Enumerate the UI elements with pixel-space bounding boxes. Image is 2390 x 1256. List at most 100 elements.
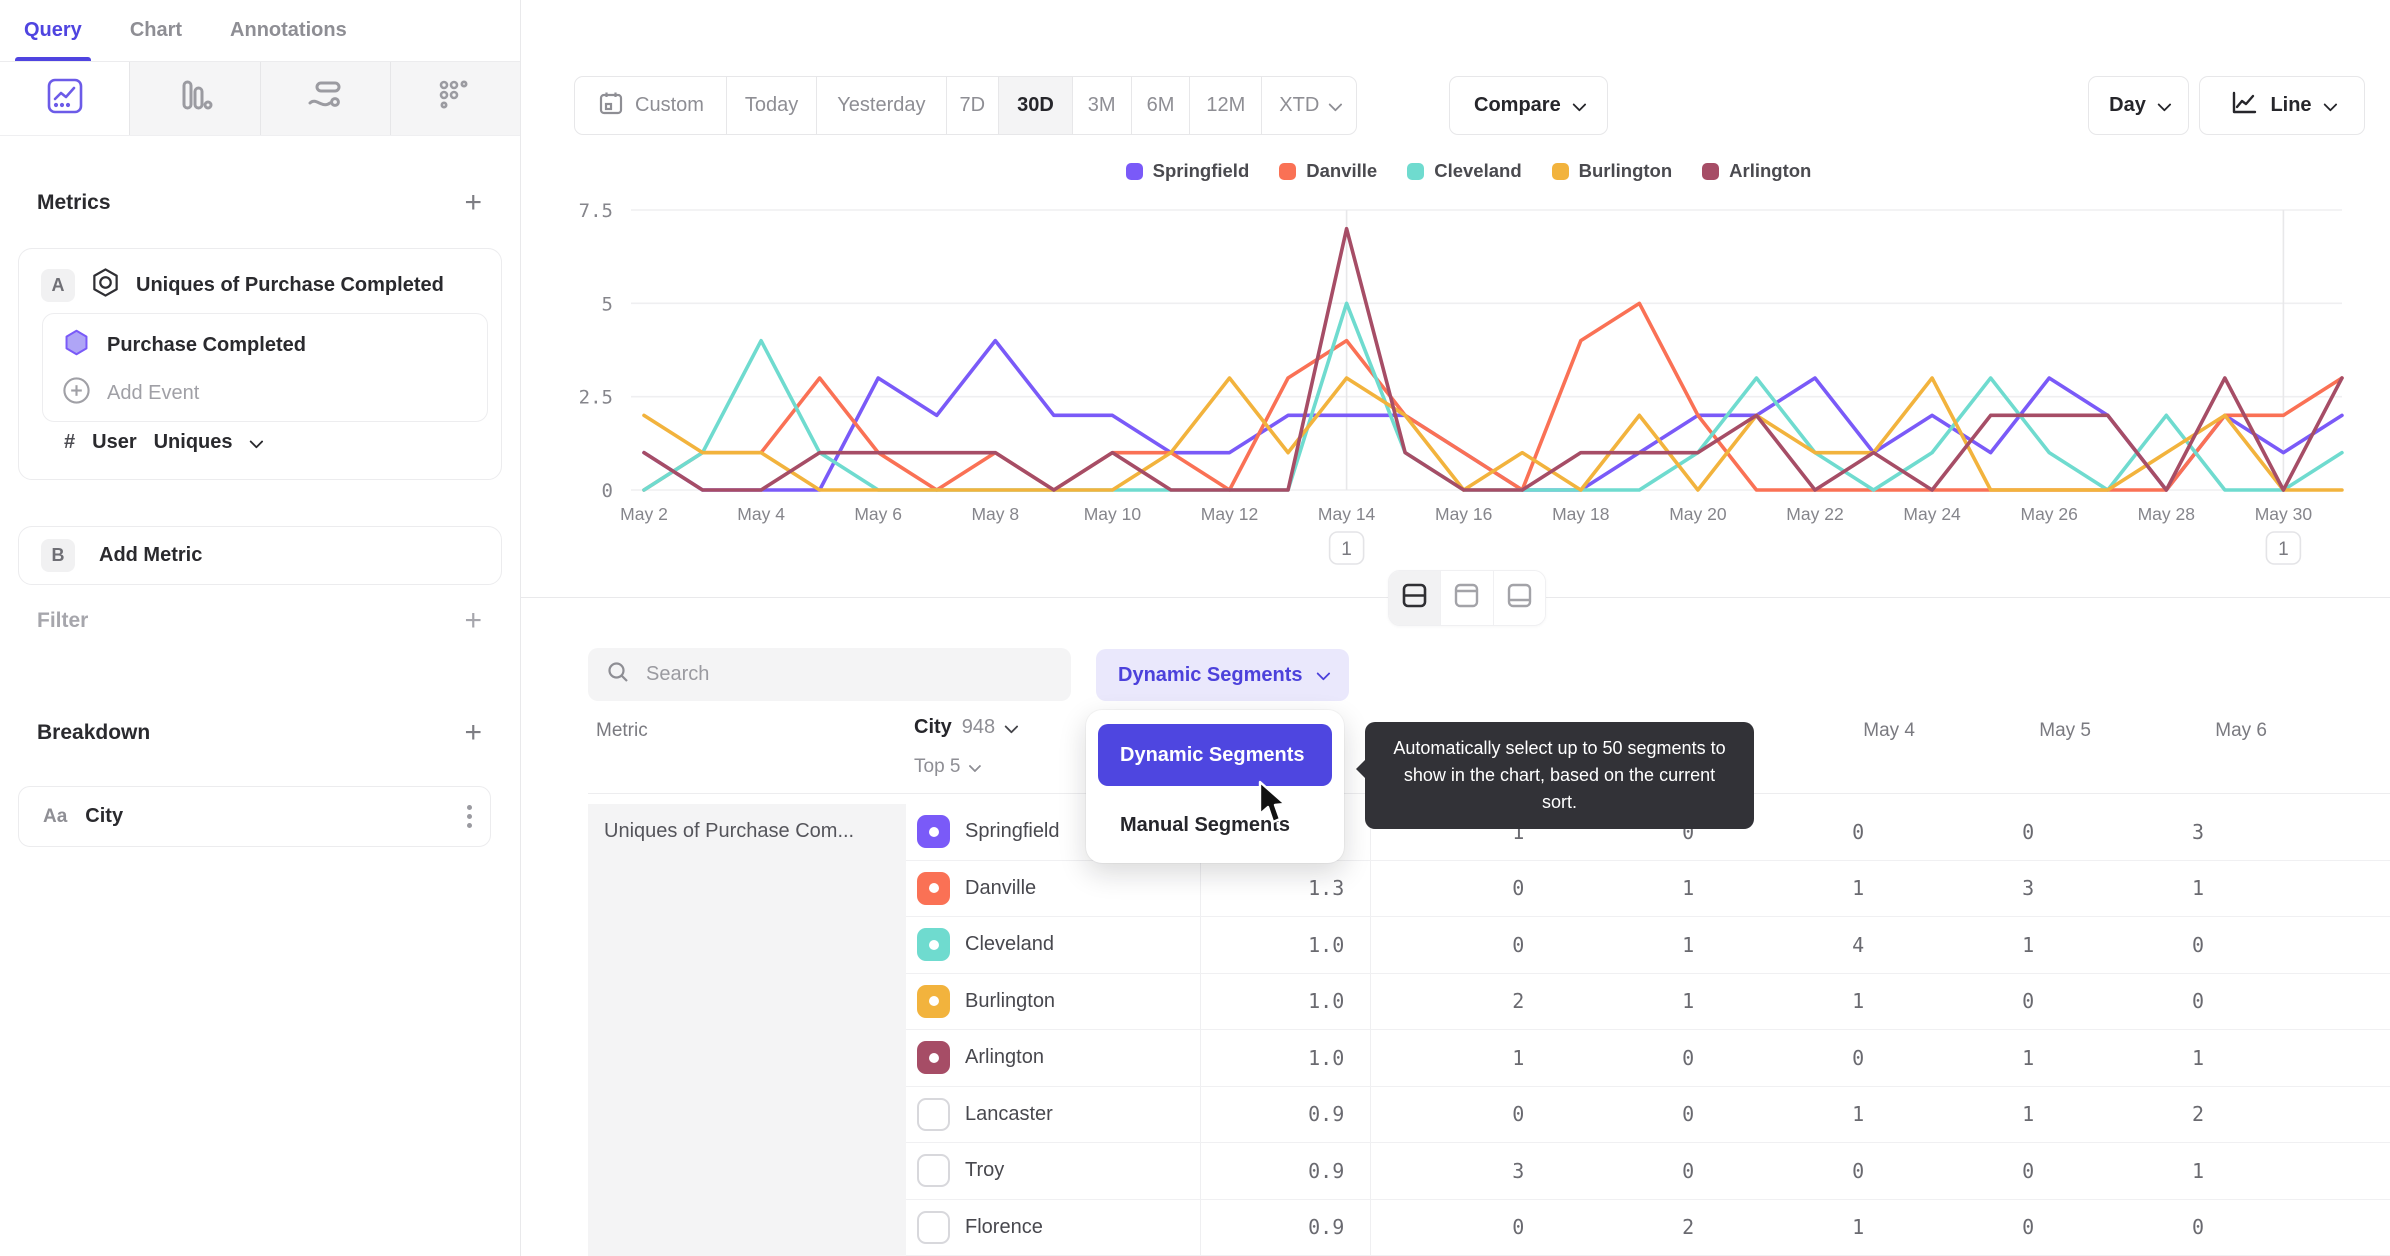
table-row[interactable]: Burlington 1.0 2 1 1 0 0: [906, 973, 2390, 1030]
table-row[interactable]: Florence 0.9 0 2 1 0 0: [906, 1199, 2390, 1256]
segment-label: Troy: [965, 1159, 1005, 1182]
line-chart[interactable]: 0 2.5 5 7.5 May 2 May 4 May 6 May 8 May 10 May 12…: [546, 195, 2390, 575]
table-row[interactable]: Troy 0.9 3 0 0 0 1: [906, 1143, 2390, 1200]
segment-checkbox[interactable]: [917, 1041, 950, 1075]
chart-panel: Custom Today Yesterday 7D 30D 3M 6M 12M …: [521, 0, 2390, 1256]
segments-mode-button[interactable]: Dynamic Segments: [1096, 649, 1349, 701]
breakdown-city-label: City: [85, 805, 124, 827]
segment-name-cell: Lancaster: [906, 1097, 1200, 1131]
segment-checkbox[interactable]: [917, 928, 950, 962]
split-rows-icon: [1401, 582, 1428, 614]
x-axis-tick: May 6: [854, 504, 902, 524]
metric-a-title: Uniques of Purchase Completed: [136, 273, 444, 296]
event-row[interactable]: Purchase Completed: [43, 314, 487, 362]
top-filter-label: Top 5: [914, 756, 961, 777]
legend-item[interactable]: Springfield: [1125, 160, 1249, 182]
segment-label: Cleveland: [965, 933, 1054, 956]
legend-item[interactable]: Danville: [1279, 160, 1377, 182]
kebab-icon[interactable]: [467, 805, 472, 828]
annotation-badge[interactable]: 1: [1328, 531, 1365, 565]
annotation-badge[interactable]: 1: [2265, 531, 2302, 565]
range-label: Custom: [635, 94, 704, 116]
segment-checkbox[interactable]: [917, 984, 950, 1018]
segment-day-value: 0: [1370, 860, 1540, 916]
svg-text:1: 1: [1341, 539, 1352, 560]
table-header: Metric City 948 Top 5 May 4 May 5 May 6 …: [588, 710, 2390, 793]
line-style-icon: [2230, 90, 2258, 122]
table-row[interactable]: Arlington 1.0 1 0 0 1 1: [906, 1030, 2390, 1087]
segment-checkbox[interactable]: [917, 1097, 950, 1131]
range-12m[interactable]: 12M: [1189, 77, 1261, 134]
segment-day-value: 0: [2192, 1215, 2205, 1240]
legend-swatch: [1407, 162, 1425, 180]
table-row[interactable]: Danville 1.3 0 1 1 3 1: [906, 860, 2390, 917]
chart-canvas: 0 2.5 5 7.5 May 2 May 4 May 6 May 8 May 10 May 12…: [579, 200, 2344, 565]
x-axis-tick: May 24: [1903, 504, 1961, 524]
segment-day-value: 0: [1852, 1045, 1865, 1070]
range-yesterday[interactable]: Yesterday: [816, 77, 945, 134]
segment-checkbox[interactable]: [917, 1154, 950, 1188]
day-col-header[interactable]: May 7: [2287, 720, 2390, 742]
x-axis-tick: May 18: [1552, 504, 1609, 524]
compare-button[interactable]: Compare: [1449, 76, 1608, 135]
series-line-burlington[interactable]: [642, 376, 2344, 492]
add-metric-plus-button[interactable]: +: [464, 186, 482, 219]
legend-item[interactable]: Burlington: [1551, 160, 1672, 182]
chart-type-stream[interactable]: [259, 62, 390, 135]
range-custom[interactable]: Custom: [575, 77, 726, 134]
chart-type-bar[interactable]: [129, 62, 260, 135]
layout-panel-bottom-button[interactable]: [1492, 571, 1545, 625]
top-filter-control[interactable]: Top 5: [914, 756, 982, 778]
segment-checkbox[interactable]: [917, 1210, 950, 1244]
add-metric-card[interactable]: B Add Metric: [18, 526, 502, 585]
chart-type-line[interactable]: [0, 62, 130, 135]
segment-day-value: 4: [1852, 932, 1865, 957]
legend-item[interactable]: Cleveland: [1407, 160, 1522, 182]
segment-day-value: 0: [1682, 1158, 1695, 1183]
metric-a-row[interactable]: A Uniques of Purchase Completed: [19, 249, 501, 303]
layout-split-button[interactable]: [1389, 571, 1441, 625]
table-row[interactable]: Cleveland 1.0 0 1 4 1 0: [906, 917, 2390, 974]
plus-circle-icon: [62, 376, 91, 410]
segment-day-value: 0: [2192, 932, 2205, 957]
metrics-title: Metrics: [37, 191, 111, 214]
metric-a-badge: A: [41, 268, 75, 302]
day-col-header[interactable]: May 6: [2215, 720, 2267, 741]
range-xtd[interactable]: XTD: [1261, 77, 1356, 134]
segment-label: Arlington: [965, 1046, 1044, 1069]
chart-type-scatter[interactable]: [389, 62, 520, 135]
measure-selector[interactable]: # User Uniques: [64, 431, 264, 454]
breakdown-item-city[interactable]: Aa City: [18, 786, 491, 847]
day-col-header[interactable]: May 5: [2039, 720, 2091, 741]
range-30d[interactable]: 30D: [998, 77, 1072, 134]
tab-annotations[interactable]: Annotations: [230, 19, 347, 41]
series-line-arlington[interactable]: [642, 226, 2344, 492]
tab-query[interactable]: Query: [15, 0, 91, 61]
add-event-row[interactable]: Add Event: [43, 362, 487, 410]
chart-style-button[interactable]: Line: [2199, 76, 2365, 135]
segment-checkbox[interactable]: [917, 871, 950, 905]
range-today[interactable]: Today: [725, 77, 816, 134]
table-row[interactable]: Lancaster 0.9 0 0 1 1 2: [906, 1086, 2390, 1143]
add-filter-plus-button[interactable]: +: [464, 604, 482, 637]
add-breakdown-plus-button[interactable]: +: [464, 716, 482, 749]
range-7d[interactable]: 7D: [945, 77, 999, 134]
search-input[interactable]: [644, 662, 1053, 687]
range-3m[interactable]: 3M: [1071, 77, 1131, 134]
segment-day-value: 2: [1682, 1215, 1695, 1240]
menu-item-dynamic-segments[interactable]: Dynamic Segments: [1098, 724, 1332, 786]
segment-day-value: 2: [2192, 1102, 2205, 1127]
legend-item[interactable]: Arlington: [1702, 160, 1811, 182]
x-axis-tick: May 16: [1435, 504, 1492, 524]
segment-day-value: 1: [2022, 932, 2035, 957]
segment-checkbox[interactable]: [917, 815, 950, 849]
tab-chart[interactable]: Chart: [129, 19, 183, 41]
range-6m[interactable]: 6M: [1130, 77, 1190, 134]
day-col-header[interactable]: May 4: [1863, 720, 1915, 741]
interval-button[interactable]: Day: [2088, 76, 2189, 135]
menu-item-manual-segments[interactable]: Manual Segments: [1120, 813, 1291, 836]
layout-panel-top-button[interactable]: [1440, 571, 1493, 625]
segment-average: 0.9: [1199, 1199, 1370, 1255]
city-column-header[interactable]: City 948: [914, 716, 1019, 739]
